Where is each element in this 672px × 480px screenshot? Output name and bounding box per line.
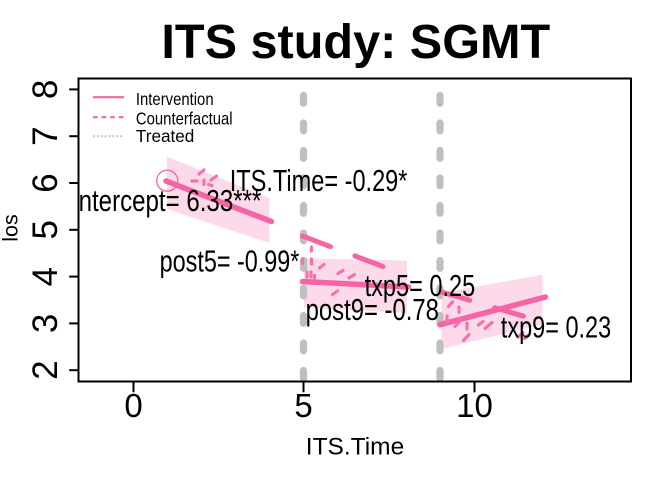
svg-text:Treated: Treated xyxy=(136,126,194,146)
svg-text:5: 5 xyxy=(294,387,312,424)
svg-text:ITS.Time= -0.29*: ITS.Time= -0.29* xyxy=(230,163,408,198)
svg-text:los: los xyxy=(0,214,23,241)
svg-text:Counterfactual: Counterfactual xyxy=(136,109,233,128)
svg-text:ITS study: SGMT: ITS study: SGMT xyxy=(161,15,550,69)
svg-text:7: 7 xyxy=(26,126,65,145)
svg-text:2: 2 xyxy=(26,360,65,379)
svg-text:Intervention: Intervention xyxy=(136,90,214,109)
svg-text:txp9= 0.23: txp9= 0.23 xyxy=(501,310,611,345)
svg-text:ITS.Time: ITS.Time xyxy=(306,434,404,461)
svg-text:3: 3 xyxy=(26,314,65,333)
svg-text:txp5= 0.25: txp5= 0.25 xyxy=(365,268,476,303)
svg-text:5: 5 xyxy=(26,220,65,239)
svg-text:6: 6 xyxy=(26,173,65,192)
svg-text:post9= -0.78: post9= -0.78 xyxy=(306,292,439,327)
svg-text:ntercept= 6.33***: ntercept= 6.33*** xyxy=(79,183,262,218)
svg-text:4: 4 xyxy=(26,267,65,286)
svg-text:10: 10 xyxy=(456,387,493,424)
svg-text:8: 8 xyxy=(26,80,65,99)
svg-text:post5= -0.99*: post5= -0.99* xyxy=(160,243,300,278)
svg-text:0: 0 xyxy=(124,387,142,424)
